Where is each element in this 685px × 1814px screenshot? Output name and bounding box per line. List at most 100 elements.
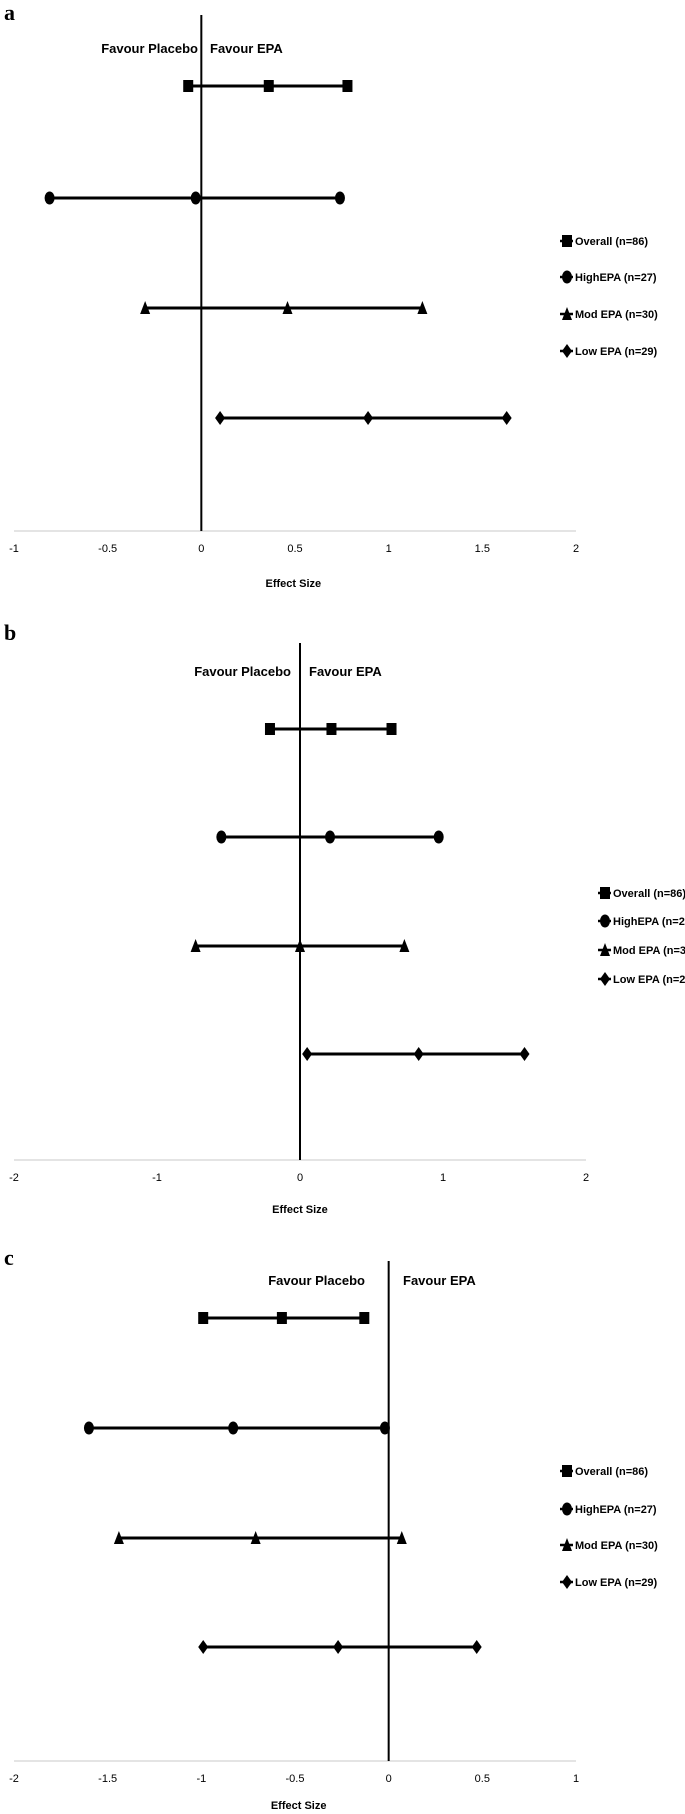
x-tick-label: -1 — [152, 1172, 162, 1184]
lower-bound-marker — [264, 723, 275, 735]
series-row-square — [198, 1312, 370, 1324]
upper-bound-marker — [379, 1421, 390, 1435]
legend-label: HighEPA (n=27) — [575, 1504, 657, 1516]
legend-entry: Mod EPA (n=30) — [560, 307, 658, 321]
legend-label: Low EPA (n=29) — [613, 974, 685, 986]
favour-placebo-annotation: Favour Placebo — [268, 1273, 365, 1288]
x-tick-label: 2 — [583, 1172, 589, 1184]
upper-bound-marker — [433, 830, 444, 844]
lower-bound-marker — [198, 1312, 209, 1324]
lower-bound-marker — [216, 830, 227, 844]
series-row-diamond — [215, 411, 512, 425]
x-tick-label: -2 — [9, 1172, 19, 1184]
effect-estimate-marker — [190, 191, 201, 205]
x-axis-label: Effect Size — [266, 578, 322, 590]
legend-label: Overall (n=86) — [575, 1466, 648, 1478]
lower-bound-marker — [140, 301, 151, 314]
legend-label: HighEPA (n=27) — [613, 916, 685, 928]
legend-entry: HighEPA (n=27) — [560, 1502, 657, 1516]
upper-bound-marker — [359, 1312, 370, 1324]
legend-label: Mod EPA (n=30) — [575, 309, 658, 321]
series-row-circle — [44, 191, 345, 205]
legend-label: Mod EPA (n=30) — [613, 945, 685, 957]
legend-diamond-icon — [562, 1575, 572, 1589]
favour-epa-annotation: Favour EPA — [210, 41, 283, 56]
legend-circle-icon — [562, 1502, 572, 1516]
effect-estimate-marker — [282, 301, 293, 314]
effect-estimate-marker — [326, 723, 337, 735]
legend-entry: HighEPA (n=27) — [560, 270, 657, 284]
effect-estimate-marker — [413, 1047, 424, 1061]
x-tick-label: -1 — [196, 1773, 206, 1785]
x-tick-label: 1 — [386, 543, 392, 555]
legend-label: Overall (n=86) — [613, 888, 685, 900]
effect-estimate-marker — [263, 80, 274, 92]
series-row-triangle — [140, 301, 428, 314]
favour-epa-annotation: Favour EPA — [403, 1273, 476, 1288]
x-axis-label: Effect Size — [272, 1204, 328, 1216]
x-tick-label: 0.5 — [287, 543, 302, 555]
legend-square-icon — [562, 1465, 572, 1477]
legend-entry: Low EPA (n=29) — [560, 1575, 658, 1589]
x-tick-label: 1 — [573, 1773, 579, 1785]
series-row-triangle — [190, 939, 410, 952]
legend-entry: HighEPA (n=27) — [598, 914, 685, 928]
legend-square-icon — [562, 235, 572, 247]
legend-entry: Low EPA (n=29) — [560, 344, 658, 358]
series-row-diamond — [302, 1047, 530, 1061]
upper-bound-marker — [471, 1640, 482, 1654]
panel-a: a -1 -0.5 0 0.5 1 1.5 2 Effect Size Favour Placeb… — [4, 0, 658, 590]
x-tick-label: 1.5 — [475, 543, 490, 555]
upper-bound-marker — [396, 1531, 407, 1544]
legend-diamond-icon — [562, 344, 572, 358]
favour-placebo-annotation: Favour Placebo — [194, 664, 291, 679]
series-row-triangle — [113, 1531, 407, 1544]
legend-triangle-icon — [600, 943, 610, 956]
x-tick-label: -1.5 — [98, 1773, 117, 1785]
x-tick-label: -2 — [9, 1773, 19, 1785]
legend-diamond-icon — [600, 972, 610, 986]
series-row-circle — [216, 830, 444, 844]
series-row-square — [264, 723, 397, 735]
legend-label: HighEPA (n=27) — [575, 272, 657, 284]
panel-letter: c — [4, 1245, 14, 1270]
lower-bound-marker — [83, 1421, 94, 1435]
x-tick-label: -0.5 — [98, 543, 117, 555]
upper-bound-marker — [399, 939, 410, 952]
legend-entry: Mod EPA (n=30) — [560, 1538, 658, 1552]
lower-bound-marker — [44, 191, 55, 205]
lower-bound-marker — [190, 939, 201, 952]
legend-entry: Low EPA (n=29) — [598, 972, 685, 986]
effect-estimate-marker — [325, 830, 336, 844]
effect-estimate-marker — [295, 939, 305, 952]
legend-triangle-icon — [562, 1538, 572, 1551]
panel-c: c -2 -1.5 -1 -0.5 0 0.5 1 Effect Size Favour Plac… — [4, 1245, 658, 1812]
panel-b: b -2 -1 0 1 2 Effect Size Favour Placebo Favour … — [4, 620, 685, 1216]
favour-placebo-annotation: Favour Placebo — [101, 41, 198, 56]
lower-bound-marker — [183, 80, 194, 92]
x-tick-label: 1 — [440, 1172, 446, 1184]
legend-label: Low EPA (n=29) — [575, 346, 658, 358]
favour-epa-annotation: Favour EPA — [309, 664, 382, 679]
x-tick-label: 0 — [198, 543, 204, 555]
lower-bound-marker — [113, 1531, 124, 1544]
series-row-circle — [83, 1421, 390, 1435]
upper-bound-marker — [334, 191, 345, 205]
legend-circle-icon — [600, 914, 610, 928]
upper-bound-marker — [417, 301, 428, 314]
upper-bound-marker — [386, 723, 397, 735]
effect-estimate-marker — [333, 1640, 344, 1654]
panel-letter: a — [4, 0, 15, 25]
legend-entry: Mod EPA (n=30) — [598, 943, 685, 957]
legend-square-icon — [600, 887, 610, 899]
legend-entry: Overall (n=86) — [560, 1465, 648, 1478]
legend-circle-icon — [562, 270, 572, 284]
x-tick-label: 0 — [297, 1172, 303, 1184]
lower-bound-marker — [215, 411, 226, 425]
legend-label: Low EPA (n=29) — [575, 1577, 658, 1589]
x-tick-label: -0.5 — [286, 1773, 305, 1785]
series-row-diamond — [198, 1640, 482, 1654]
x-tick-label: 2 — [573, 543, 579, 555]
legend-label: Overall (n=86) — [575, 236, 648, 248]
